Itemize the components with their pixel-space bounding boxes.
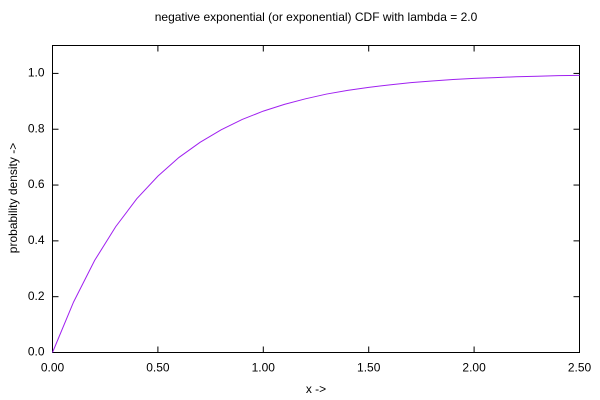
x-tick-label: 0.50 <box>146 361 170 375</box>
y-tick-label: 0.0 <box>28 345 45 359</box>
x-tick-label: 1.50 <box>357 361 381 375</box>
data-line <box>52 74 580 353</box>
y-tick-label: 1.0 <box>28 66 45 80</box>
y-tick-label: 0.8 <box>28 121 45 135</box>
y-axis-label: probability density -> <box>6 143 20 253</box>
y-tick-label: 0.4 <box>28 233 45 247</box>
x-tick-label: 0.00 <box>41 361 65 375</box>
plot-border <box>52 45 580 353</box>
x-tick-label: 2.50 <box>568 361 592 375</box>
y-tick-label: 0.2 <box>28 289 45 303</box>
chart-title: negative exponential (or exponential) CD… <box>155 10 478 24</box>
y-tick-label: 0.6 <box>28 177 45 191</box>
x-axis-label: x -> <box>306 382 326 396</box>
x-tick-label: 2.00 <box>462 361 486 375</box>
x-tick-label: 1.00 <box>252 361 276 375</box>
